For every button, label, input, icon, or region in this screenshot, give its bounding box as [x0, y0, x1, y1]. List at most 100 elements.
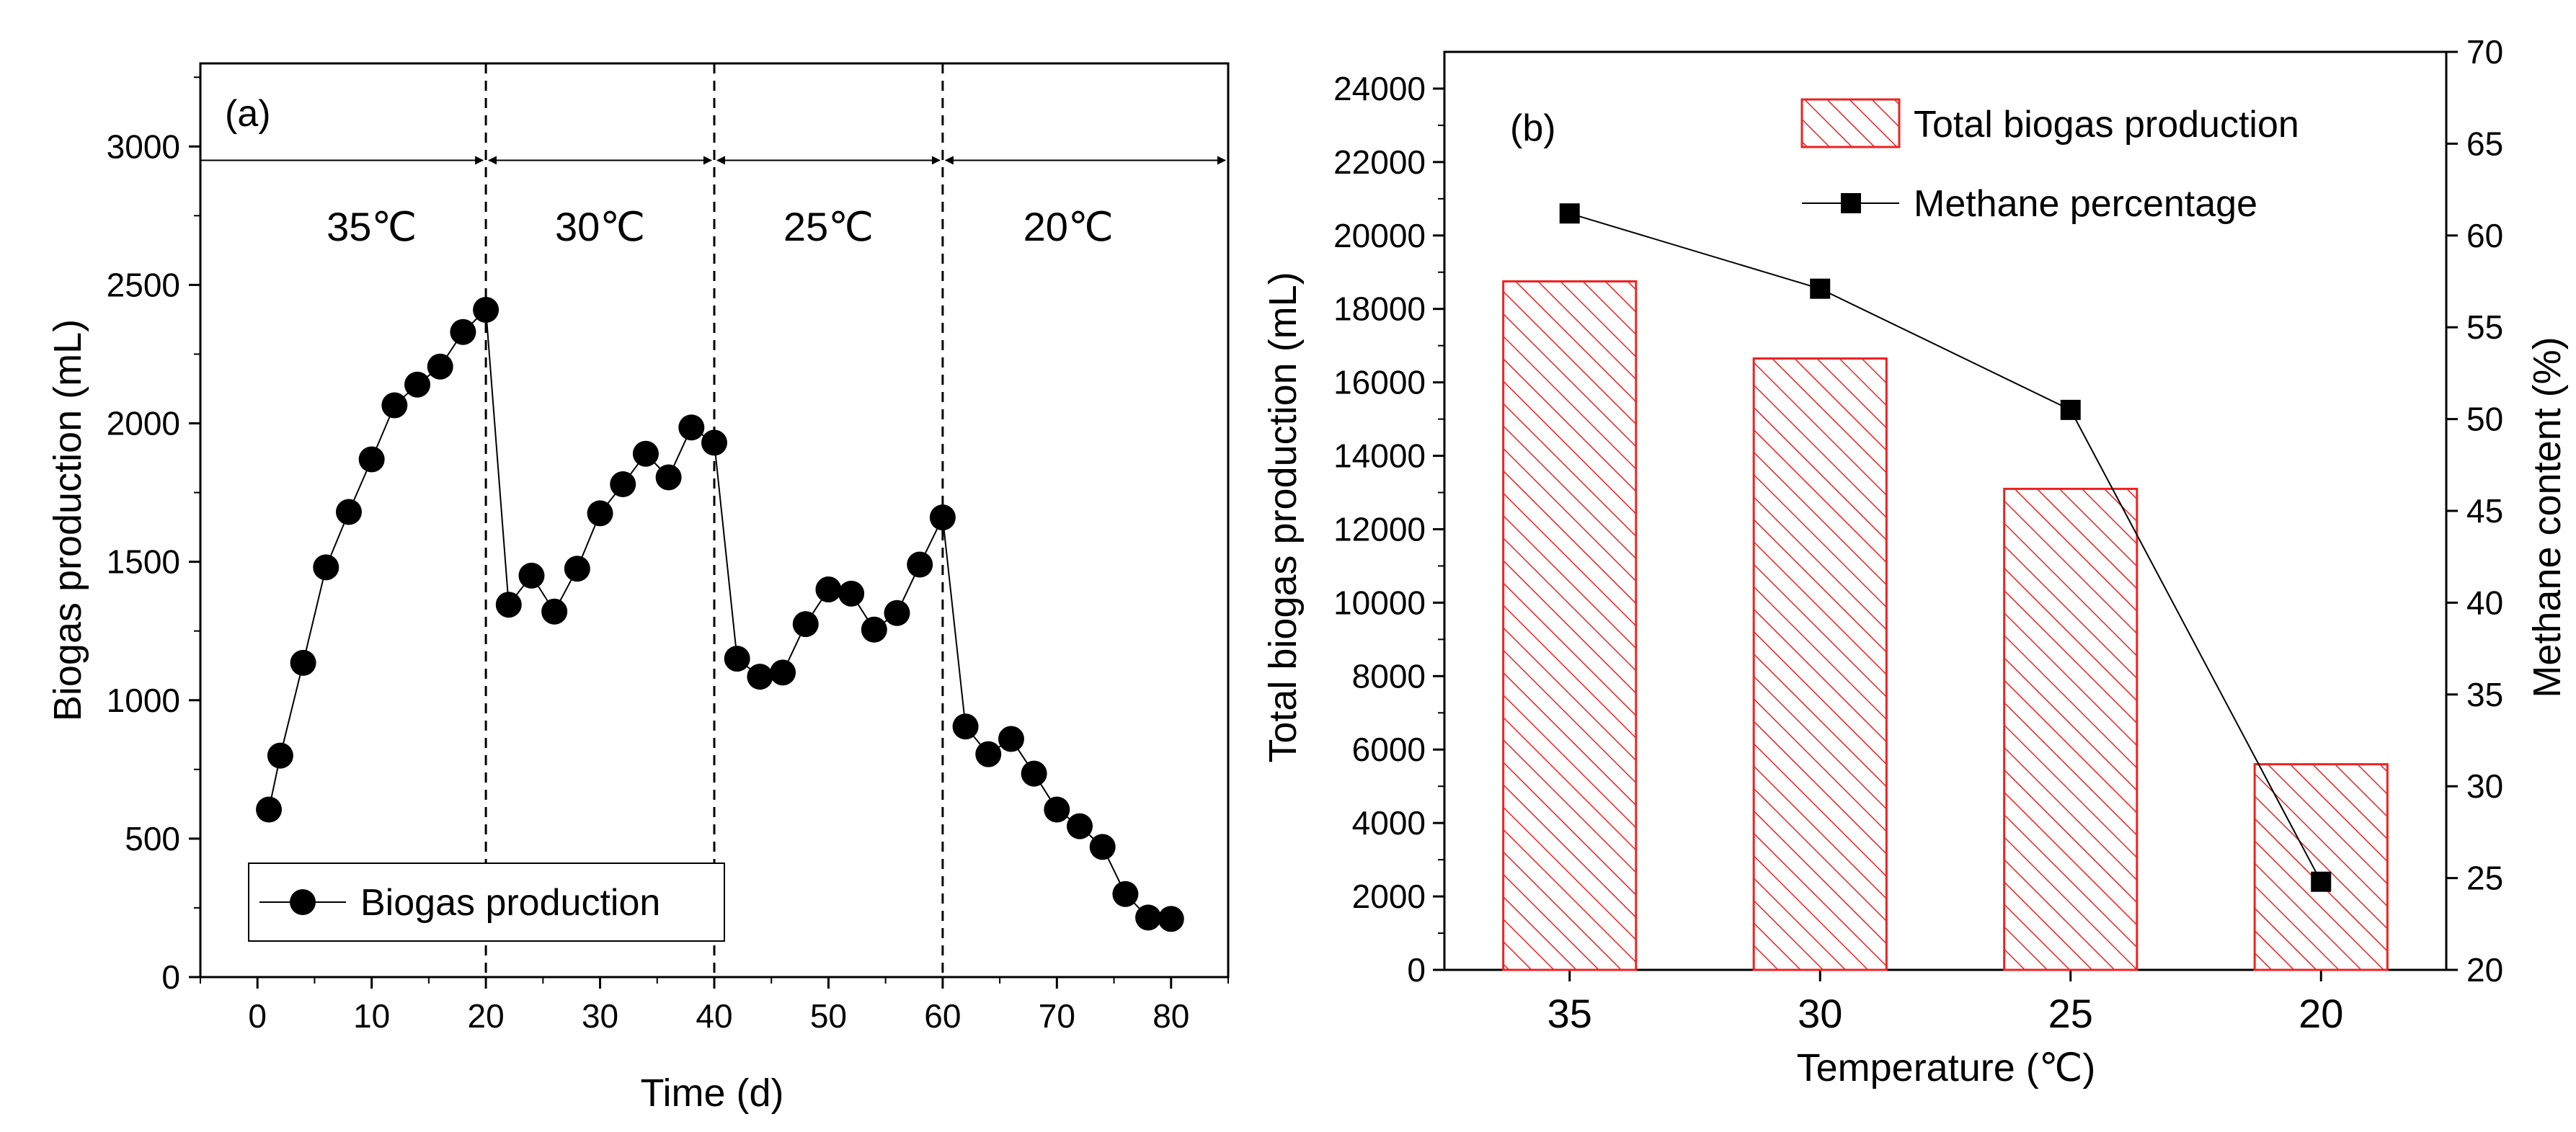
a-data-point	[1112, 881, 1139, 907]
a-data-point	[1067, 813, 1093, 839]
b-y-tick-label: 2000	[1352, 878, 1426, 915]
a-data-point	[381, 392, 408, 419]
b-y2-tick-label: 30	[2466, 767, 2503, 805]
a-data-point	[792, 611, 819, 638]
a-data-point	[632, 440, 659, 467]
a-data-point	[313, 554, 339, 581]
panel-b-legend: Total biogas production Methane percenta…	[1800, 98, 2299, 225]
a-data-point	[473, 296, 499, 323]
panel-b-x-axis-title: Temperature (℃)	[1797, 1046, 2096, 1089]
b-y-tick-label: 0	[1407, 951, 1426, 989]
b-methane-point	[1559, 203, 1580, 224]
a-data-point	[290, 649, 316, 676]
panel-a-x-ticks: 0 10 20 30 40 50 60 70 80	[200, 977, 1229, 1035]
a-x-tick-label: 30	[582, 997, 618, 1035]
a-data-point	[404, 371, 431, 398]
a-data-point	[975, 741, 1002, 767]
a-data-point	[770, 659, 796, 686]
b-y-tick-label: 24000	[1333, 70, 1426, 107]
a-data-point	[256, 796, 283, 823]
b-x-category-label: 20	[2299, 991, 2343, 1036]
a-data-point	[724, 646, 750, 672]
panel-b-right-y-axis-title: Methane content (%)	[2526, 337, 2569, 698]
a-y-tick-label: 0	[161, 958, 180, 996]
a-data-point	[747, 664, 773, 690]
b-y2-tick-label: 35	[2466, 676, 2503, 713]
a-data-point	[701, 429, 727, 456]
a-x-tick-label: 70	[1039, 997, 1075, 1035]
b-y2-tick-label: 40	[2466, 584, 2503, 621]
a-data-point	[815, 576, 842, 603]
a-data-point	[861, 616, 887, 643]
a-data-point	[1089, 834, 1116, 860]
a-y-tick-label: 1500	[107, 543, 180, 581]
a-y-tick-label: 500	[125, 820, 180, 857]
a-data-point	[838, 580, 865, 607]
b-y2-tick-label: 65	[2466, 125, 2503, 162]
b-y2-tick-label: 50	[2466, 401, 2503, 438]
b-x-category-label: 35	[1547, 991, 1592, 1036]
b-bar	[1502, 280, 1638, 971]
b-methane-point	[1810, 278, 1831, 299]
a-x-tick-label: 20	[468, 997, 505, 1035]
a-data-point	[929, 504, 956, 531]
b-y-tick-label: 6000	[1352, 731, 1426, 768]
panel-b-label: (b)	[1510, 107, 1556, 149]
a-x-tick-label: 10	[353, 997, 390, 1035]
a-x-tick-label: 40	[696, 997, 732, 1035]
b-y2-tick-label: 25	[2466, 860, 2503, 897]
a-data-point	[267, 742, 293, 769]
a-data-point	[952, 713, 979, 740]
b-methane-point	[2311, 871, 2332, 892]
b-y-tick-label: 8000	[1352, 657, 1426, 695]
panel-b: (b) 0 2000 4000 6000 8000 10000 12000 14000 1600…	[1261, 33, 2569, 1089]
a-data-point	[495, 592, 522, 618]
panel-b-legend-line-label: Methane percentage	[1914, 183, 2257, 225]
b-methane-point	[2060, 399, 2081, 420]
a-period-label: 20℃	[1023, 204, 1114, 249]
panel-a-legend-marker	[290, 889, 316, 915]
a-data-point	[1044, 796, 1070, 823]
a-x-tick-label: 60	[924, 997, 961, 1035]
b-y-tick-label: 12000	[1333, 510, 1426, 548]
panel-b-left-y-ticks: 0 2000 4000 6000 8000 10000 12000 14000 16000 180…	[1333, 70, 1444, 989]
b-y-tick-label: 4000	[1352, 804, 1426, 842]
a-period-label: 35℃	[327, 204, 417, 249]
panel-b-left-y-axis-title: Total biogas production (mL)	[1261, 272, 1305, 762]
panel-a-x-axis-title: Time (d)	[641, 1071, 784, 1115]
a-period-label: 25℃	[783, 204, 874, 249]
a-y-tick-label: 3000	[107, 128, 180, 165]
a-data-point	[541, 598, 568, 625]
a-y-tick-label: 2500	[107, 266, 180, 303]
a-data-point	[884, 600, 910, 626]
b-y2-tick-label: 60	[2466, 217, 2503, 254]
a-y-tick-label: 1000	[107, 682, 180, 719]
panel-b-legend-bar-swatch	[1800, 98, 1901, 148]
a-data-point	[427, 353, 453, 380]
b-x-category-label: 25	[2048, 991, 2093, 1036]
a-data-point	[358, 446, 385, 473]
b-y-tick-label: 16000	[1333, 364, 1426, 401]
b-y-tick-label: 20000	[1333, 217, 1426, 254]
a-data-point	[678, 414, 705, 441]
b-bar	[1752, 357, 1888, 971]
a-x-tick-label: 50	[810, 997, 847, 1035]
panel-a-y-axis-title: Biogas production (mL)	[46, 319, 89, 721]
a-data-point	[518, 562, 545, 589]
a-data-point	[1158, 906, 1184, 932]
a-period-label: 30℃	[555, 204, 645, 249]
b-y-tick-label: 18000	[1333, 290, 1426, 328]
b-methane-line	[1569, 213, 2322, 883]
a-data-point	[610, 471, 636, 498]
panel-b-x-categories: 35 30 25 20	[1547, 970, 2343, 1036]
a-data-point	[907, 551, 933, 578]
a-data-point	[587, 500, 613, 527]
b-y2-tick-label: 45	[2466, 492, 2503, 530]
a-data-point	[450, 318, 476, 345]
b-y2-tick-label: 55	[2466, 308, 2503, 346]
panel-a: (a) 0 500 1000 1500 2000 2500 3000 0 10 20 30 40 50…	[46, 62, 1230, 1115]
panel-a-label: (a)	[225, 93, 271, 135]
b-y2-tick-label: 70	[2466, 33, 2503, 71]
a-y-tick-label: 2000	[107, 405, 180, 442]
